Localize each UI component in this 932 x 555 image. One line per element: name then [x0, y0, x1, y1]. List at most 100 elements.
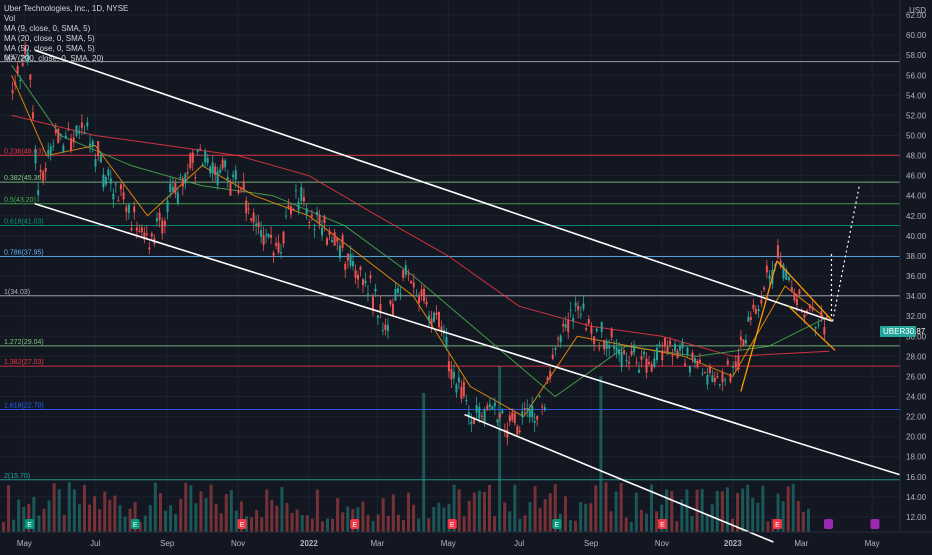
volume-bar: [660, 504, 664, 532]
candle-body: [214, 166, 217, 175]
volume-bar: [644, 513, 648, 532]
candle-body: [285, 215, 288, 217]
volume-bar: [447, 504, 451, 532]
candle-body: [34, 149, 37, 164]
volume-bar: [553, 484, 557, 532]
volume-bar: [396, 514, 400, 532]
candle-body: [359, 266, 362, 271]
volume-bar: [224, 494, 228, 532]
candle-body: [445, 336, 448, 348]
candle-body: [655, 347, 658, 361]
candle-body: [404, 265, 407, 275]
candle-body: [336, 238, 339, 242]
candle-body: [59, 133, 62, 136]
volume-bar: [427, 518, 431, 532]
candle-body: [352, 261, 355, 267]
candle-body: [472, 417, 475, 424]
fib-level-label: 1.618(22.70): [4, 403, 44, 410]
projection-line: [832, 185, 860, 322]
candle-body: [425, 301, 428, 305]
candle-body: [133, 206, 136, 213]
candle-body: [676, 350, 679, 358]
candle-body: [260, 230, 263, 237]
earnings-marker-label: E: [775, 522, 780, 529]
candle-body: [551, 354, 554, 359]
candle-body: [478, 407, 481, 419]
candle-body: [823, 327, 826, 335]
volume-bar: [98, 509, 102, 532]
candle-body: [323, 216, 326, 223]
volume-bar: [665, 489, 669, 532]
candle-body: [663, 337, 666, 347]
candle-body: [684, 363, 686, 366]
candle-body: [645, 358, 648, 373]
earnings-marker: [447, 519, 457, 529]
candle-body: [600, 321, 603, 332]
candle-body: [620, 351, 623, 367]
volume-bar: [675, 521, 679, 532]
volume-bar: [574, 520, 578, 532]
candle-body: [585, 328, 588, 330]
candle-body: [793, 292, 796, 301]
candle-body: [669, 340, 672, 345]
volume-bar: [736, 493, 740, 532]
candle-body: [155, 218, 158, 222]
candle-body: [640, 356, 643, 360]
volume-bar: [720, 491, 724, 532]
candle-body: [297, 201, 300, 211]
volume-bar: [320, 521, 324, 532]
volume-bar: [315, 489, 319, 532]
candle-body: [635, 361, 638, 363]
candle-body: [491, 406, 494, 410]
volume-bar: [786, 486, 790, 532]
x-tick-label: May: [865, 539, 880, 548]
candle-body: [805, 310, 808, 313]
candle-body: [513, 412, 516, 424]
volume-bar: [477, 490, 481, 532]
volume-bar: [285, 503, 289, 532]
volume-bar: [715, 491, 719, 532]
volume-bar: [422, 392, 426, 532]
candle-body: [201, 164, 204, 166]
candle-body: [250, 218, 253, 221]
y-tick-label: 34.00: [906, 292, 927, 301]
volume-bar: [462, 516, 466, 532]
x-tick-label: Mar: [794, 539, 808, 548]
candle-body: [737, 355, 740, 370]
fib-level-label: 0.5(43.20): [4, 197, 36, 204]
candle-body: [330, 240, 333, 243]
candle-body: [114, 183, 117, 185]
candle-body: [148, 247, 151, 250]
candle-body: [653, 358, 656, 367]
volume-bar: [746, 484, 750, 532]
volume-bar: [594, 485, 598, 532]
candle-body: [608, 345, 611, 349]
volume-bar: [482, 491, 486, 532]
volume-bar: [179, 498, 183, 532]
candle-body: [47, 150, 50, 155]
candle-body: [674, 344, 677, 352]
volume-bar: [260, 517, 264, 532]
candle-body: [572, 317, 575, 322]
candle-body: [181, 178, 184, 187]
candle-body: [104, 177, 107, 185]
candle-body: [782, 264, 785, 279]
candle-body: [579, 314, 582, 316]
y-tick-label: 42.00: [906, 212, 927, 221]
candle-body: [158, 212, 161, 221]
earnings-marker: [657, 519, 667, 529]
candle-body: [708, 366, 711, 374]
x-tick-label: Sep: [160, 539, 175, 548]
candle-body: [729, 374, 732, 382]
candle-body: [321, 227, 324, 236]
volume-bar: [670, 491, 674, 532]
volume-bar: [412, 504, 416, 532]
candle-body: [184, 173, 187, 184]
candle-body: [713, 378, 716, 382]
fib-level-label: 2(15.70): [4, 473, 30, 480]
volume-bar: [629, 521, 633, 532]
candle-body: [462, 381, 465, 397]
y-tick-label: 16.00: [906, 473, 927, 482]
